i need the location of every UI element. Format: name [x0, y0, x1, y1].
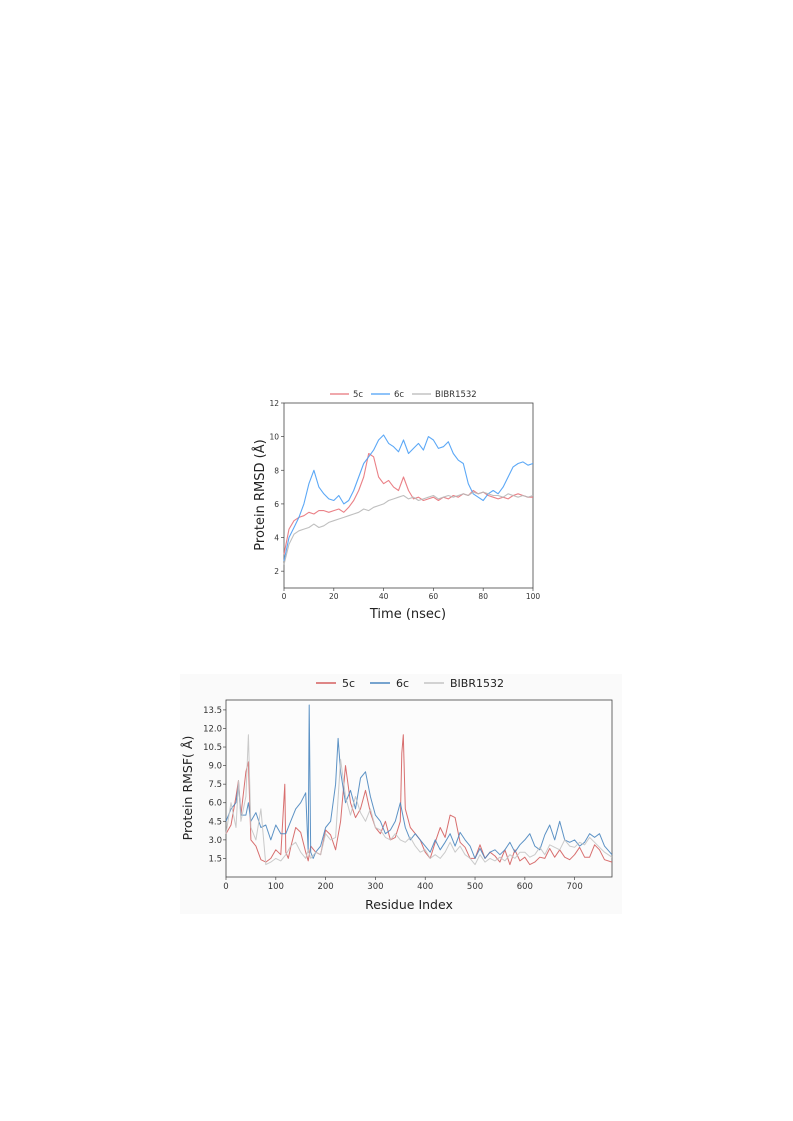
- rmsd-chart: 5c 6c BIBR1532 0 20 40 60 80 100 2 4 6 8 10 12 Tim…: [252, 390, 541, 622]
- x-tick-label: 100: [526, 592, 541, 601]
- y-tick-label: 9.0: [208, 762, 222, 772]
- y-tick-label: 8: [274, 466, 279, 475]
- x-tick-label: 500: [467, 882, 483, 892]
- x-tick-label: 20: [329, 592, 339, 601]
- y-tick-label: 4: [274, 534, 279, 543]
- rmsf-series-group: [225, 704, 613, 866]
- x-tick-label: 40: [379, 592, 389, 601]
- y-tick-label: 6.0: [208, 799, 222, 809]
- y-tick-label: 12.0: [203, 724, 222, 734]
- rmsf-legend: 5c 6c BIBR1532: [316, 677, 504, 690]
- legend-label-5c: 5c: [353, 390, 363, 400]
- y-tick-label: 7.5: [208, 780, 222, 790]
- y-tick-label: 13.5: [203, 706, 222, 716]
- legend-label-6c: 6c: [394, 390, 404, 400]
- series-line-bibr1532: [283, 491, 534, 565]
- x-tick-label: 400: [417, 882, 433, 892]
- y-tick-label: 10: [269, 433, 279, 442]
- series-line-5c: [225, 734, 613, 866]
- y-tick-label: 12: [269, 399, 279, 408]
- legend-label-6c: 6c: [396, 677, 409, 690]
- rmsd-y-axis-title: Protein RMSD (Å): [252, 439, 268, 550]
- rmsd-y-ticks: 2 4 6 8 10 12: [269, 399, 284, 576]
- y-tick-label: 1.5: [208, 854, 222, 864]
- series-line-bibr1532: [225, 734, 613, 866]
- series-line-5c: [283, 452, 533, 555]
- x-tick-label: 60: [429, 592, 439, 601]
- y-tick-label: 2: [274, 567, 279, 576]
- x-tick-label: 700: [567, 882, 583, 892]
- x-tick-label: 300: [367, 882, 383, 892]
- y-tick-label: 3.0: [208, 836, 222, 846]
- y-tick-label: 4.5: [208, 817, 222, 827]
- x-tick-label: 100: [268, 882, 284, 892]
- series-line-6c: [225, 704, 613, 859]
- legend-label-bibr1532: BIBR1532: [450, 677, 504, 690]
- rmsf-y-ticks: 1.5 3.0 4.5 6.0 7.5 9.0 10.5 12.0 13.5: [203, 706, 226, 864]
- rmsf-x-axis-title: Residue Index: [365, 897, 453, 912]
- rmsd-series-group: [283, 434, 534, 565]
- x-tick-label: 200: [317, 882, 333, 892]
- rmsd-legend: 5c 6c BIBR1532: [330, 390, 477, 400]
- rmsf-x-ticks: 0 100 200 300 400 500 600 700: [223, 877, 583, 892]
- rmsd-x-axis-title: Time (nsec): [369, 607, 446, 622]
- legend-label-bibr1532: BIBR1532: [435, 390, 477, 400]
- x-tick-label: 0: [282, 592, 287, 601]
- x-tick-label: 80: [478, 592, 488, 601]
- y-tick-label: 6: [274, 500, 279, 509]
- rmsf-y-axis-title: Protein RMSF( Å): [180, 736, 195, 841]
- legend-label-5c: 5c: [342, 677, 355, 690]
- series-line-6c: [283, 434, 534, 562]
- y-tick-label: 10.5: [203, 743, 222, 753]
- rmsd-x-ticks: 0 20 40 60 80 100: [282, 588, 541, 601]
- x-tick-label: 0: [223, 882, 228, 892]
- x-tick-label: 600: [517, 882, 533, 892]
